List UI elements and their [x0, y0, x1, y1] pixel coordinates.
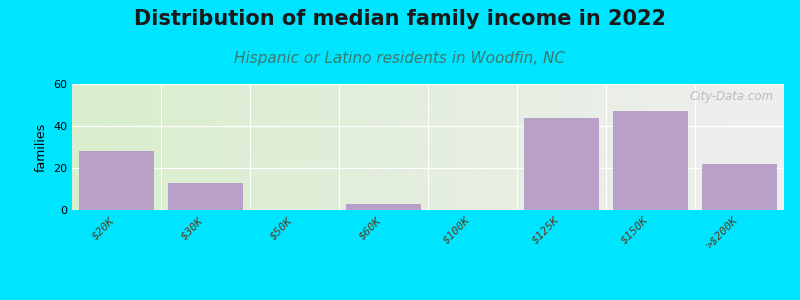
Bar — [346, 204, 422, 210]
Bar — [702, 164, 778, 210]
Text: Hispanic or Latino residents in Woodfin, NC: Hispanic or Latino residents in Woodfin,… — [234, 51, 566, 66]
Bar — [524, 118, 599, 210]
Bar — [613, 111, 688, 210]
Text: City-Data.com: City-Data.com — [689, 90, 774, 103]
Bar — [168, 183, 243, 210]
Bar — [78, 151, 154, 210]
Text: Distribution of median family income in 2022: Distribution of median family income in … — [134, 9, 666, 29]
Y-axis label: families: families — [34, 122, 47, 172]
